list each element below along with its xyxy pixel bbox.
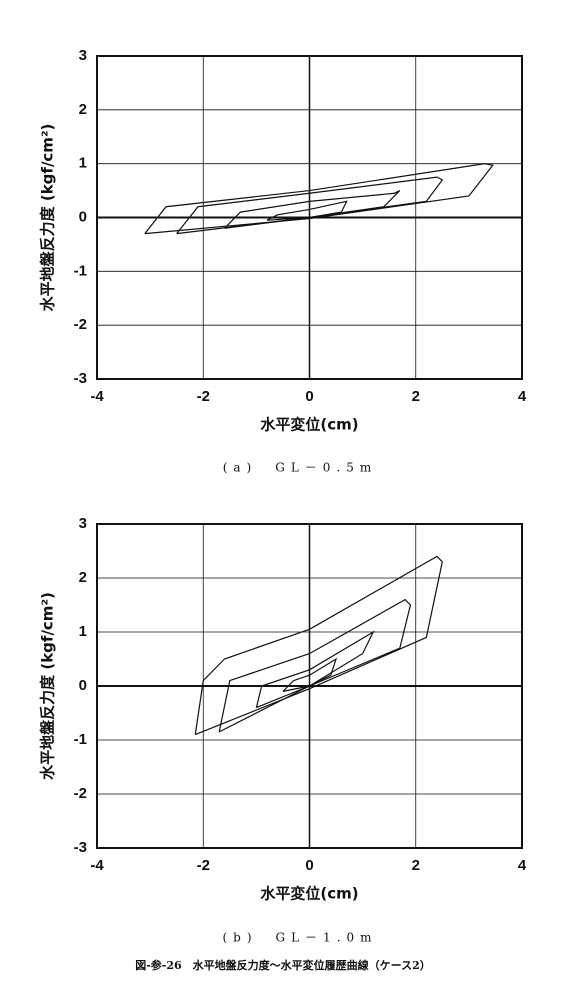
x-tick-label: 2 [412, 857, 420, 874]
y-tick-label: 3 [79, 515, 87, 532]
x-tick-label: 4 [518, 857, 527, 874]
y-tick-label: 1 [79, 623, 87, 640]
chart-caption: (a) GL－0.5m [223, 461, 378, 475]
x-tick-label: 2 [412, 388, 420, 405]
y-tick-label: 0 [79, 208, 87, 225]
x-tick-label: 0 [305, 857, 313, 874]
y-tick-label: -1 [74, 731, 87, 748]
hysteresis-loop [282, 657, 338, 692]
y-tick-label: -3 [74, 370, 87, 387]
x-tick-label: 0 [305, 388, 313, 405]
x-tick-label: -4 [90, 388, 104, 405]
plot-frame [96, 55, 523, 380]
x-axis-label: 水平変位(cm) [260, 416, 358, 434]
hysteresis-loop [218, 598, 412, 733]
y-tick-label: -2 [74, 785, 87, 802]
x-tick-label: -4 [90, 857, 104, 874]
y-axis-label: 水平地盤反力度 (kgf/cm²) [39, 592, 57, 780]
y-axis-label: 水平地盤反力度 (kgf/cm²) [39, 124, 57, 312]
hysteresis-loop [144, 163, 494, 235]
hysteresis-loop [194, 555, 443, 736]
x-tick-label: -2 [197, 857, 210, 874]
x-axis-label: 水平変位(cm) [260, 885, 358, 903]
figure-caption: 図-参-26 水平地盤反力度～水平変位履歴曲線（ケース2） [135, 958, 431, 972]
y-tick-label: -3 [74, 839, 87, 856]
y-tick-label: -1 [74, 262, 87, 279]
hysteresis-loop [255, 630, 375, 709]
y-tick-label: 0 [79, 677, 87, 694]
plot-frame [96, 523, 523, 849]
x-tick-label: -2 [197, 388, 210, 405]
x-tick-label: 4 [518, 388, 527, 405]
y-tick-label: 2 [79, 101, 87, 118]
y-tick-label: -2 [74, 316, 87, 333]
y-tick-label: 2 [79, 569, 87, 586]
hysteresis-loop [266, 200, 348, 221]
chart-caption: (b) GL－1.0m [222, 931, 377, 945]
y-tick-label: 1 [79, 155, 87, 172]
y-tick-label: 3 [79, 47, 87, 64]
